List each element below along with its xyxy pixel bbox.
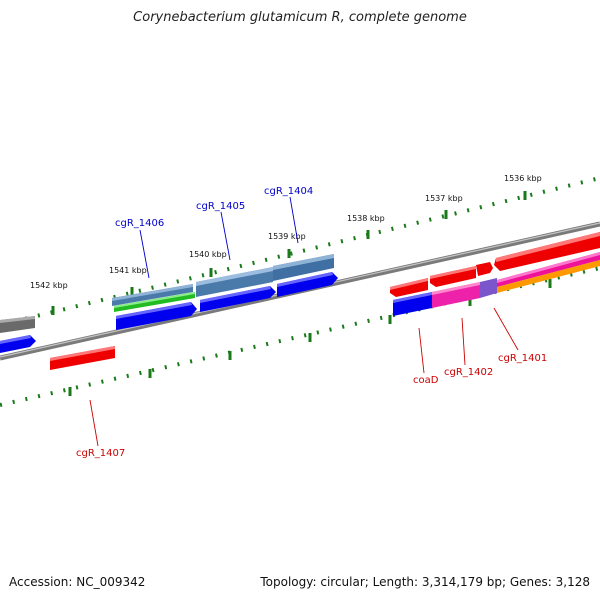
scale-label-1540: 1540 kbp [189, 250, 227, 259]
gene-cgR_1401[interactable] [480, 278, 497, 298]
gene-coaD[interactable] [393, 292, 432, 316]
gene-label-cgR_1402[interactable]: cgR_1402 [444, 367, 493, 378]
gene-red-upper-long[interactable] [494, 232, 600, 271]
gene-cgR_1407[interactable] [50, 346, 115, 370]
label-leader-lines [89, 196, 519, 447]
gene-orange-right[interactable] [497, 260, 600, 293]
gene-magenta-right[interactable] [497, 252, 600, 287]
gene-cgR_1404[interactable] [273, 254, 338, 297]
gene-red-upper-2[interactable] [430, 266, 476, 287]
genome-summary-text: Topology: circular; Length: 3,314,179 bp… [260, 575, 590, 589]
gene-cgR_1402[interactable] [432, 282, 480, 308]
scale-label-1536: 1536 kbp [504, 174, 542, 183]
gene-label-coaD[interactable]: coaD [413, 375, 439, 386]
scale-label-1541: 1541 kbp [109, 266, 147, 275]
gene-gray-left[interactable] [0, 316, 35, 333]
major-ticks [51, 191, 527, 315]
accession-text: Accession: NC_009342 [9, 575, 146, 589]
upper-tick-row [0, 176, 600, 327]
gene-label-cgR_1407[interactable]: cgR_1407 [76, 448, 125, 459]
scale-label-1539: 1539 kbp [268, 232, 306, 241]
gene-blue-left[interactable] [0, 335, 36, 353]
gene-label-cgR_1401[interactable]: cgR_1401 [498, 353, 547, 364]
scale-label-1542: 1542 kbp [30, 281, 68, 290]
scale-label-1537: 1537 kbp [425, 194, 463, 203]
gene-cgR_1406[interactable] [112, 284, 197, 330]
gene-label-cgR_1405[interactable]: cgR_1405 [196, 201, 245, 212]
scale-label-1538: 1538 kbp [347, 214, 385, 223]
gene-red-upper-1[interactable] [390, 278, 428, 297]
gene-label-cgR_1404[interactable]: cgR_1404 [264, 186, 313, 197]
gene-label-cgR_1406[interactable]: cgR_1406 [115, 218, 164, 229]
gene-cgR_1405[interactable] [196, 267, 276, 312]
gene-red-upper-3[interactable] [476, 262, 493, 276]
map-title: Corynebacterium glutamicum R, complete g… [133, 10, 467, 25]
